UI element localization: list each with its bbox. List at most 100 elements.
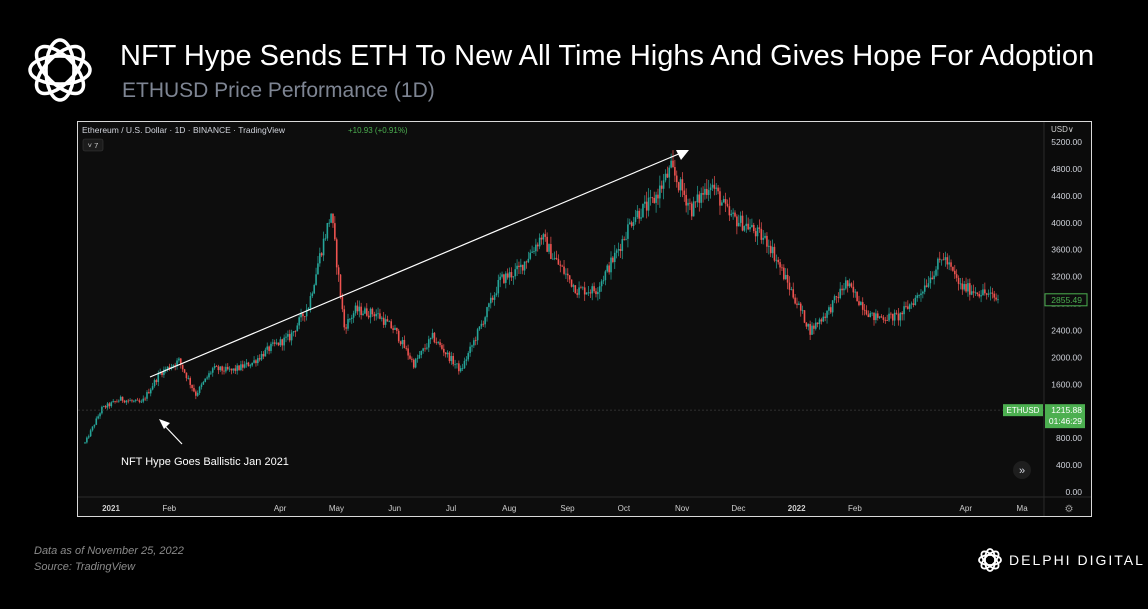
candle-body — [583, 287, 586, 295]
candle-body — [343, 309, 346, 328]
candle-body — [371, 308, 374, 315]
annotation-arrow-head — [159, 419, 170, 429]
scroll-latest-button[interactable] — [1013, 461, 1031, 479]
candle-body — [330, 213, 332, 223]
candle-body — [403, 339, 406, 348]
candle-body — [390, 321, 393, 329]
candle-body — [521, 264, 524, 271]
candle-body — [876, 313, 879, 318]
candle-body — [905, 306, 907, 307]
candle-body — [830, 307, 832, 313]
candle-body — [176, 360, 178, 366]
candle-body — [713, 184, 716, 189]
symbol-header: Ethereum / U.S. Dollar · 1D · BINANCE · … — [82, 125, 286, 135]
candle-body — [429, 337, 432, 340]
candle-body — [99, 413, 101, 417]
current-price-tag — [1044, 293, 1088, 307]
candle-body — [846, 280, 849, 287]
candle-body — [805, 322, 808, 327]
candle-body — [751, 224, 753, 228]
candle-body — [922, 291, 924, 294]
candle-body — [146, 392, 148, 399]
candle-body — [807, 324, 810, 327]
candle-body — [675, 175, 678, 183]
candle-body — [290, 332, 293, 341]
candle-body — [952, 266, 954, 271]
candle-body — [168, 366, 171, 369]
candle-body — [461, 368, 464, 369]
candle-body — [764, 235, 766, 238]
candle-body — [172, 365, 175, 367]
candle-body — [465, 359, 468, 361]
candle-body — [749, 227, 751, 230]
candle-body — [644, 201, 646, 204]
candle-body — [328, 222, 331, 224]
candle-body — [604, 271, 607, 281]
candle-body — [920, 293, 922, 296]
candle-body — [97, 416, 99, 419]
candle-body — [384, 319, 387, 325]
candle-body — [84, 442, 86, 444]
candle-body — [779, 262, 781, 268]
candle-body — [339, 274, 342, 297]
candle-body — [931, 277, 934, 280]
y-tick-label: 0.00 — [1065, 487, 1082, 497]
candle-body — [386, 319, 389, 322]
price-axis[interactable] — [1044, 122, 1091, 516]
candle-body — [300, 313, 302, 318]
candle-body — [136, 399, 139, 401]
price-chart[interactable]: USD∨ 5200.00 4800.00 4400.00 4000.00 3600.00 3… — [78, 122, 1091, 516]
y-tick-label: 800.00 — [1056, 433, 1082, 443]
x-tick-label: 2021 — [102, 504, 120, 513]
candle-body — [86, 437, 88, 443]
x-tick-label: Aug — [502, 504, 516, 513]
collapse-button[interactable] — [82, 138, 104, 152]
candle-body — [683, 190, 686, 195]
candle-body — [632, 221, 635, 226]
candle-body — [737, 222, 740, 227]
candle-body — [948, 262, 950, 265]
candle-body — [281, 339, 284, 346]
candle-body — [514, 269, 516, 277]
candle-body — [516, 265, 518, 270]
candle-body — [435, 342, 438, 344]
candle-body — [347, 319, 349, 329]
candle-body — [600, 281, 603, 287]
candle-body — [313, 284, 315, 294]
candle-body — [801, 310, 804, 312]
candle-body — [972, 291, 975, 293]
candle-body — [788, 282, 791, 290]
candle-body — [856, 291, 858, 302]
candle-body — [736, 216, 738, 227]
candle-body — [745, 223, 748, 227]
candle-body — [831, 300, 834, 313]
candle-body — [151, 386, 154, 390]
data-date-note: Data as of November 25, 2022 — [34, 545, 184, 557]
candle-body — [444, 352, 447, 355]
candle-body — [264, 349, 267, 357]
candle-body — [381, 317, 383, 319]
candle-body — [211, 368, 214, 373]
candle-body — [811, 325, 813, 335]
candle-body — [820, 319, 823, 322]
x-tick-label: Oct — [618, 504, 631, 513]
symbol-tag-label: ETHUSD — [1007, 406, 1040, 415]
candle-body — [106, 403, 109, 408]
candle-body — [698, 194, 701, 203]
candle-body — [503, 274, 505, 283]
candle-body — [219, 366, 222, 371]
candle-body — [335, 239, 338, 268]
candle-body — [296, 325, 299, 332]
chart-panel[interactable]: USD∨ 5200.00 4800.00 4400.00 4000.00 3600.00 3… — [77, 121, 1092, 517]
candle-body — [670, 160, 672, 168]
candle-body — [506, 273, 509, 278]
candle-body — [743, 226, 746, 231]
candle-body — [358, 306, 361, 312]
candle-body — [790, 289, 793, 291]
candle-body — [766, 235, 768, 247]
candle-body — [319, 253, 321, 264]
candle-body — [888, 313, 890, 321]
candle-body — [890, 313, 892, 315]
candle-body — [210, 372, 212, 374]
candle-body — [414, 358, 417, 368]
